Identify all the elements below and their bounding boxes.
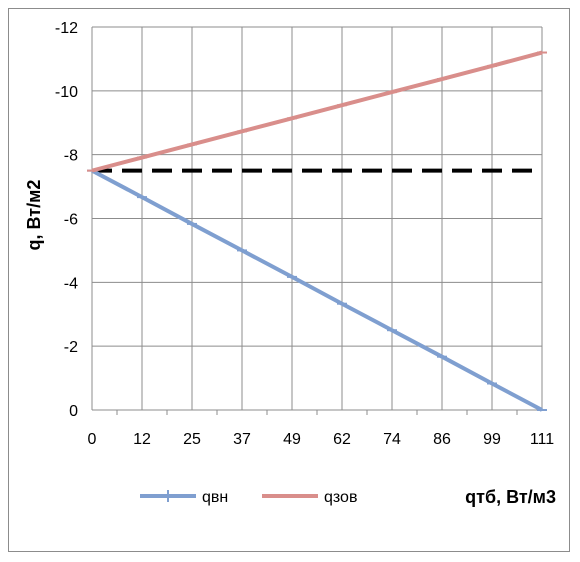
legend-label: qвн bbox=[202, 489, 228, 506]
legend: qвн qзов bbox=[140, 489, 357, 506]
x-tick-label: 0 bbox=[88, 431, 97, 448]
series-line-qzov bbox=[91, 50, 543, 173]
series-group bbox=[87, 50, 547, 412]
y-tick-labels: 0 -2 -4 -6 -8 -10 -12 bbox=[55, 20, 78, 420]
y-tick-label: -12 bbox=[55, 20, 78, 37]
x-tick-label: 99 bbox=[483, 431, 501, 448]
y-tick-label: -10 bbox=[55, 84, 78, 101]
x-tick-label: 62 bbox=[333, 431, 351, 448]
x-tick-labels: 0 12 25 37 49 62 74 86 99 111 bbox=[88, 431, 555, 448]
y-tick-label: -8 bbox=[64, 148, 78, 165]
x-tick-label: 49 bbox=[283, 431, 301, 448]
x-tick-label: 25 bbox=[183, 431, 201, 448]
y-axis-title: q, Вт/м2 bbox=[24, 180, 44, 251]
x-axis-title: qтб, Вт/м3 bbox=[465, 487, 556, 507]
x-tick-label: 86 bbox=[433, 431, 451, 448]
y-tick-label: -4 bbox=[64, 275, 78, 292]
y-tick-label: -6 bbox=[64, 212, 78, 229]
x-tick-label: 12 bbox=[133, 431, 151, 448]
series-line-qvn bbox=[91, 168, 543, 412]
y-tick-label: -2 bbox=[64, 339, 78, 356]
x-tick-label: 74 bbox=[383, 431, 401, 448]
legend-label: qзов bbox=[324, 489, 357, 506]
grid bbox=[91, 26, 543, 415]
x-tick-label: 111 bbox=[530, 431, 554, 448]
x-tick-label: 37 bbox=[233, 431, 251, 448]
y-tick-label: 0 bbox=[69, 403, 78, 420]
chart-frame bbox=[8, 8, 570, 552]
